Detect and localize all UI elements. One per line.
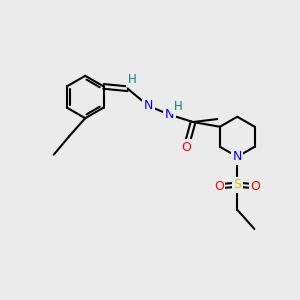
Text: O: O xyxy=(250,180,260,193)
Text: N: N xyxy=(232,150,242,163)
Text: O: O xyxy=(214,180,224,193)
Text: N: N xyxy=(165,108,174,121)
Text: H: H xyxy=(173,100,182,113)
Text: N: N xyxy=(144,99,153,112)
Text: H: H xyxy=(128,73,136,86)
Text: S: S xyxy=(233,178,241,191)
Text: O: O xyxy=(182,141,192,154)
